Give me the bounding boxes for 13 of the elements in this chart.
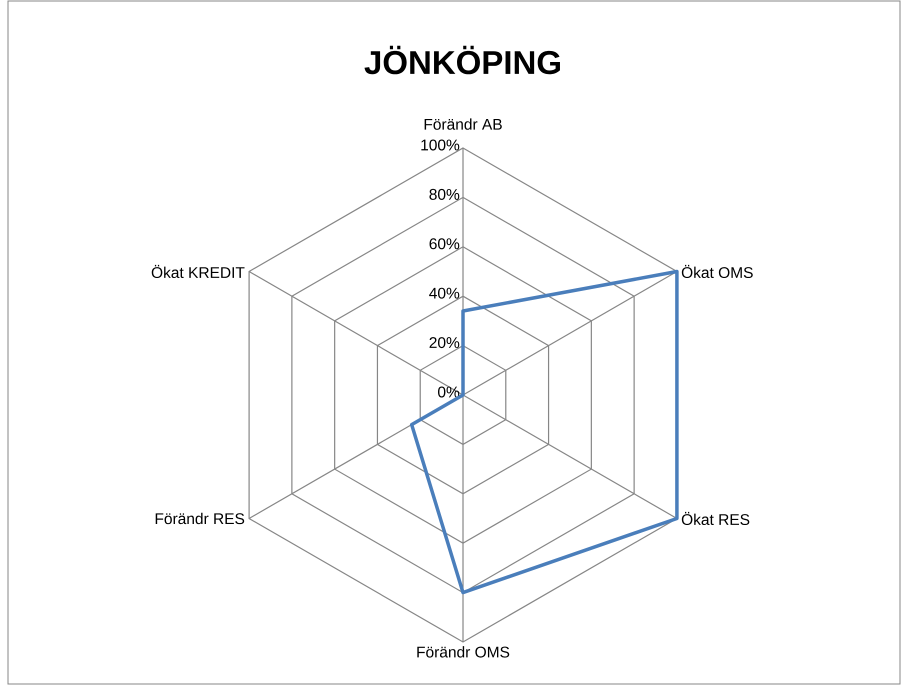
y-tick-label: 80% [429,188,460,200]
spoke-label: Ökat OMS [682,264,753,278]
y-tick-label: 0% [438,386,460,398]
spoke-label: Ökat RES [682,512,750,526]
y-tick-label: 20% [430,337,460,348]
y-tick-label: 100% [421,139,460,150]
spoke-label: Förändr AB [424,118,502,130]
y-tick-label: 60% [430,238,460,250]
spoke-label: Ökat KREDIT [152,264,245,278]
y-tick-label: 40% [429,288,460,299]
spoke-label: Förändr OMS [417,646,510,658]
chart-title: JÖNKÖPING [364,46,560,74]
spoke-label: Förändr RES [156,512,244,524]
